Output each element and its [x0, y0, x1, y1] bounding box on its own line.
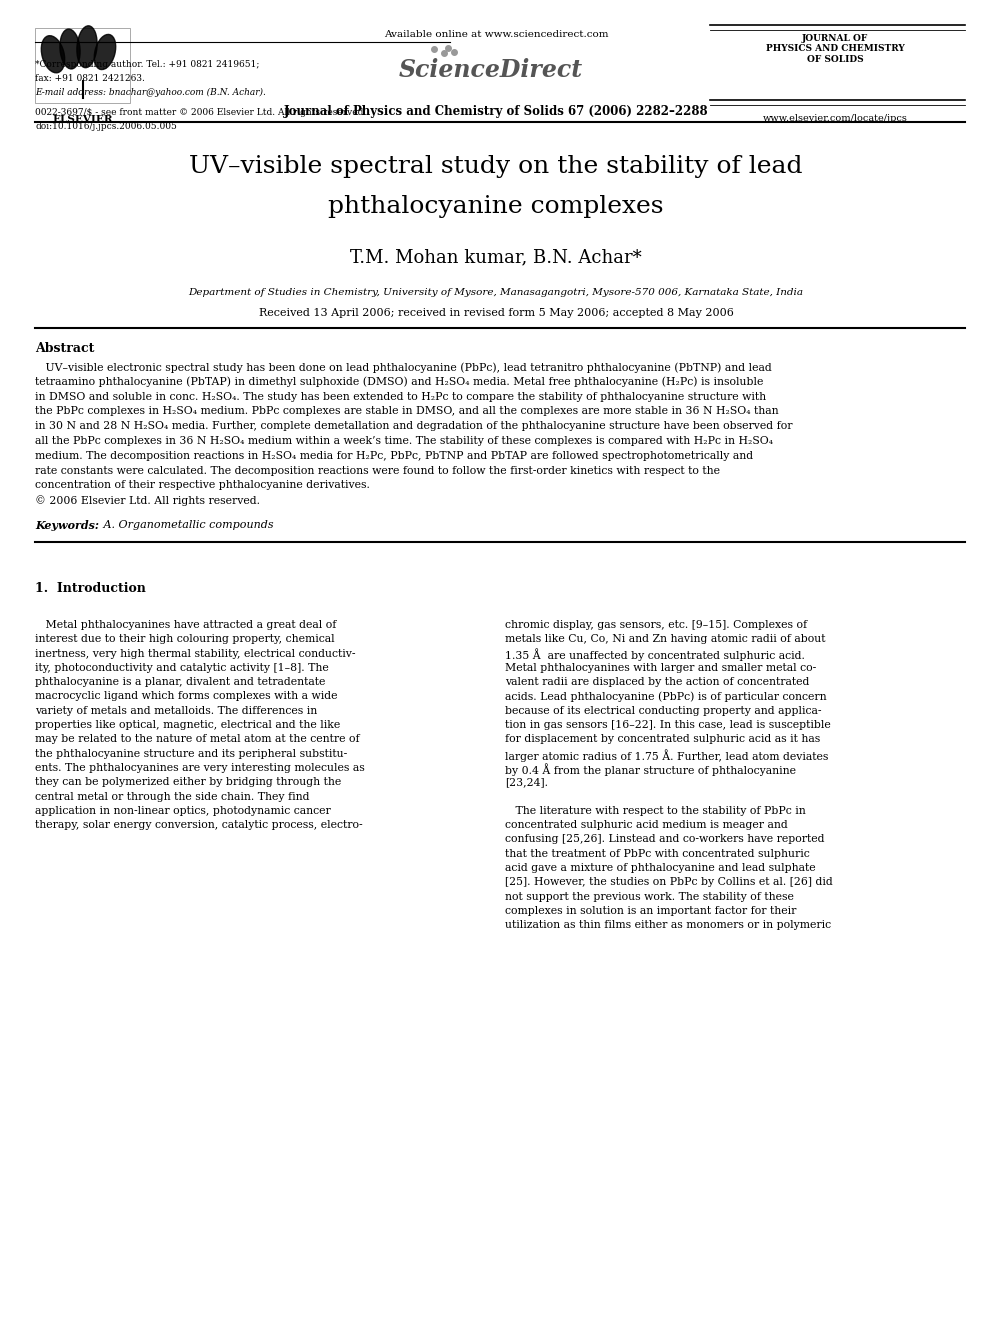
- Text: fax: +91 0821 2421263.: fax: +91 0821 2421263.: [35, 74, 145, 83]
- Text: ents. The phthalocyanines are very interesting molecules as: ents. The phthalocyanines are very inter…: [35, 763, 365, 773]
- Text: JOURNAL OF
PHYSICS AND CHEMISTRY
OF SOLIDS: JOURNAL OF PHYSICS AND CHEMISTRY OF SOLI…: [766, 34, 905, 64]
- Text: medium. The decomposition reactions in H₂SO₄ media for H₂Pc, PbPc, PbTNP and PbT: medium. The decomposition reactions in H…: [35, 451, 753, 460]
- Text: in 30 N and 28 N H₂SO₄ media. Further, complete demetallation and degradation of: in 30 N and 28 N H₂SO₄ media. Further, c…: [35, 421, 793, 431]
- Text: phthalocyanine complexes: phthalocyanine complexes: [328, 194, 664, 218]
- Text: not support the previous work. The stability of these: not support the previous work. The stabi…: [505, 892, 794, 902]
- Text: UV–visible electronic spectral study has been done on lead phthalocyanine (PbPc): UV–visible electronic spectral study has…: [35, 363, 772, 373]
- Text: Metal phthalocyanines with larger and smaller metal co-: Metal phthalocyanines with larger and sm…: [505, 663, 816, 673]
- Text: concentration of their respective phthalocyanine derivatives.: concentration of their respective phthal…: [35, 480, 370, 491]
- Bar: [35, 28, 130, 103]
- Text: utilization as thin films either as monomers or in polymeric: utilization as thin films either as mono…: [505, 921, 831, 930]
- Text: tion in gas sensors [16–22]. In this case, lead is susceptible: tion in gas sensors [16–22]. In this cas…: [505, 720, 830, 730]
- Text: 0022-3697/$ - see front matter © 2006 Elsevier Ltd. All rights reserved.: 0022-3697/$ - see front matter © 2006 El…: [35, 108, 366, 116]
- Text: doi:10.1016/j.jpcs.2006.05.005: doi:10.1016/j.jpcs.2006.05.005: [35, 122, 177, 131]
- Text: may be related to the nature of metal atom at the centre of: may be related to the nature of metal at…: [35, 734, 360, 745]
- Text: phthalocyanine is a planar, divalent and tetradentate: phthalocyanine is a planar, divalent and…: [35, 677, 325, 687]
- Text: all the PbPc complexes in 36 N H₂SO₄ medium within a week’s time. The stability : all the PbPc complexes in 36 N H₂SO₄ med…: [35, 437, 773, 446]
- Text: application in non-linear optics, photodynamic cancer: application in non-linear optics, photod…: [35, 806, 330, 816]
- Ellipse shape: [60, 29, 80, 69]
- Text: interest due to their high colouring property, chemical: interest due to their high colouring pro…: [35, 634, 334, 644]
- Text: tetraamino phthalocyanine (PbTAP) in dimethyl sulphoxide (DMSO) and H₂SO₄ media.: tetraamino phthalocyanine (PbTAP) in dim…: [35, 377, 764, 388]
- Text: properties like optical, magnetic, electrical and the like: properties like optical, magnetic, elect…: [35, 720, 340, 730]
- Ellipse shape: [94, 34, 116, 70]
- Text: www.elsevier.com/locate/jpcs: www.elsevier.com/locate/jpcs: [763, 114, 908, 123]
- Text: UV–visible spectral study on the stability of lead: UV–visible spectral study on the stabili…: [189, 155, 803, 179]
- Text: rate constants were calculated. The decomposition reactions were found to follow: rate constants were calculated. The deco…: [35, 466, 720, 475]
- Text: © 2006 Elsevier Ltd. All rights reserved.: © 2006 Elsevier Ltd. All rights reserved…: [35, 495, 260, 505]
- Text: Abstract: Abstract: [35, 343, 94, 355]
- Text: T.M. Mohan kumar, B.N. Achar*: T.M. Mohan kumar, B.N. Achar*: [350, 247, 642, 266]
- Text: complexes in solution is an important factor for their: complexes in solution is an important fa…: [505, 906, 797, 916]
- Ellipse shape: [42, 36, 64, 73]
- Text: because of its electrical conducting property and applica-: because of its electrical conducting pro…: [505, 705, 821, 716]
- Text: metals like Cu, Co, Ni and Zn having atomic radii of about: metals like Cu, Co, Ni and Zn having ato…: [505, 634, 825, 644]
- Text: concentrated sulphuric acid medium is meager and: concentrated sulphuric acid medium is me…: [505, 820, 788, 831]
- Text: ScienceDirect: ScienceDirect: [399, 58, 583, 82]
- Text: macrocyclic ligand which forms complexes with a wide: macrocyclic ligand which forms complexes…: [35, 692, 337, 701]
- Text: Keywords:: Keywords:: [35, 520, 99, 531]
- Text: confusing [25,26]. Linstead and co-workers have reported: confusing [25,26]. Linstead and co-worke…: [505, 835, 824, 844]
- Text: 1.  Introduction: 1. Introduction: [35, 582, 146, 595]
- Ellipse shape: [76, 26, 97, 67]
- Text: variety of metals and metalloids. The differences in: variety of metals and metalloids. The di…: [35, 705, 317, 716]
- Text: valent radii are displaced by the action of concentrated: valent radii are displaced by the action…: [505, 677, 809, 687]
- Text: Department of Studies in Chemistry, University of Mysore, Manasagangotri, Mysore: Department of Studies in Chemistry, Univ…: [188, 288, 804, 296]
- Text: for displacement by concentrated sulphuric acid as it has: for displacement by concentrated sulphur…: [505, 734, 820, 745]
- Text: 1.35 Å  are unaffected by concentrated sulphuric acid.: 1.35 Å are unaffected by concentrated su…: [505, 648, 805, 662]
- Text: chromic display, gas sensors, etc. [9–15]. Complexes of: chromic display, gas sensors, etc. [9–15…: [505, 620, 807, 630]
- Text: therapy, solar energy conversion, catalytic process, electro-: therapy, solar energy conversion, cataly…: [35, 820, 363, 831]
- Text: *Corresponding author. Tel.: +91 0821 2419651;: *Corresponding author. Tel.: +91 0821 24…: [35, 60, 259, 69]
- Text: that the treatment of PbPc with concentrated sulphuric: that the treatment of PbPc with concentr…: [505, 849, 809, 859]
- Text: acids. Lead phthalocyanine (PbPc) is of particular concern: acids. Lead phthalocyanine (PbPc) is of …: [505, 692, 826, 703]
- Text: The literature with respect to the stability of PbPc in: The literature with respect to the stabi…: [505, 806, 806, 816]
- Text: in DMSO and soluble in conc. H₂SO₄. The study has been extended to H₂Pc to compa: in DMSO and soluble in conc. H₂SO₄. The …: [35, 392, 766, 402]
- Text: Available online at www.sciencedirect.com: Available online at www.sciencedirect.co…: [384, 30, 608, 38]
- Text: [25]. However, the studies on PbPc by Collins et al. [26] did: [25]. However, the studies on PbPc by Co…: [505, 877, 832, 888]
- Text: ity, photoconductivity and catalytic activity [1–8]. The: ity, photoconductivity and catalytic act…: [35, 663, 328, 673]
- Text: they can be polymerized either by bridging through the: they can be polymerized either by bridgi…: [35, 778, 341, 787]
- Text: larger atomic radius of 1.75 Å. Further, lead atom deviates: larger atomic radius of 1.75 Å. Further,…: [505, 749, 828, 762]
- Text: acid gave a mixture of phthalocyanine and lead sulphate: acid gave a mixture of phthalocyanine an…: [505, 863, 815, 873]
- Text: ELSEVIER: ELSEVIER: [53, 115, 113, 124]
- Text: E-mail address: bnachar@yahoo.com (B.N. Achar).: E-mail address: bnachar@yahoo.com (B.N. …: [35, 89, 266, 97]
- Text: Metal phthalocyanines have attracted a great deal of: Metal phthalocyanines have attracted a g…: [35, 620, 336, 630]
- Text: the PbPc complexes in H₂SO₄ medium. PbPc complexes are stable in DMSO, and all t: the PbPc complexes in H₂SO₄ medium. PbPc…: [35, 406, 779, 417]
- Text: Journal of Physics and Chemistry of Solids 67 (2006) 2282–2288: Journal of Physics and Chemistry of Soli…: [284, 105, 708, 118]
- Text: A. Organometallic compounds: A. Organometallic compounds: [100, 520, 274, 531]
- Text: [23,24].: [23,24].: [505, 778, 548, 787]
- Text: by 0.4 Å from the planar structure of phthalocyanine: by 0.4 Å from the planar structure of ph…: [505, 763, 796, 775]
- Text: inertness, very high thermal stability, electrical conductiv-: inertness, very high thermal stability, …: [35, 648, 355, 659]
- Text: central metal or through the side chain. They find: central metal or through the side chain.…: [35, 791, 310, 802]
- Text: the phthalocyanine structure and its peripheral substitu-: the phthalocyanine structure and its per…: [35, 749, 347, 758]
- Text: Received 13 April 2006; received in revised form 5 May 2006; accepted 8 May 2006: Received 13 April 2006; received in revi…: [259, 308, 733, 318]
